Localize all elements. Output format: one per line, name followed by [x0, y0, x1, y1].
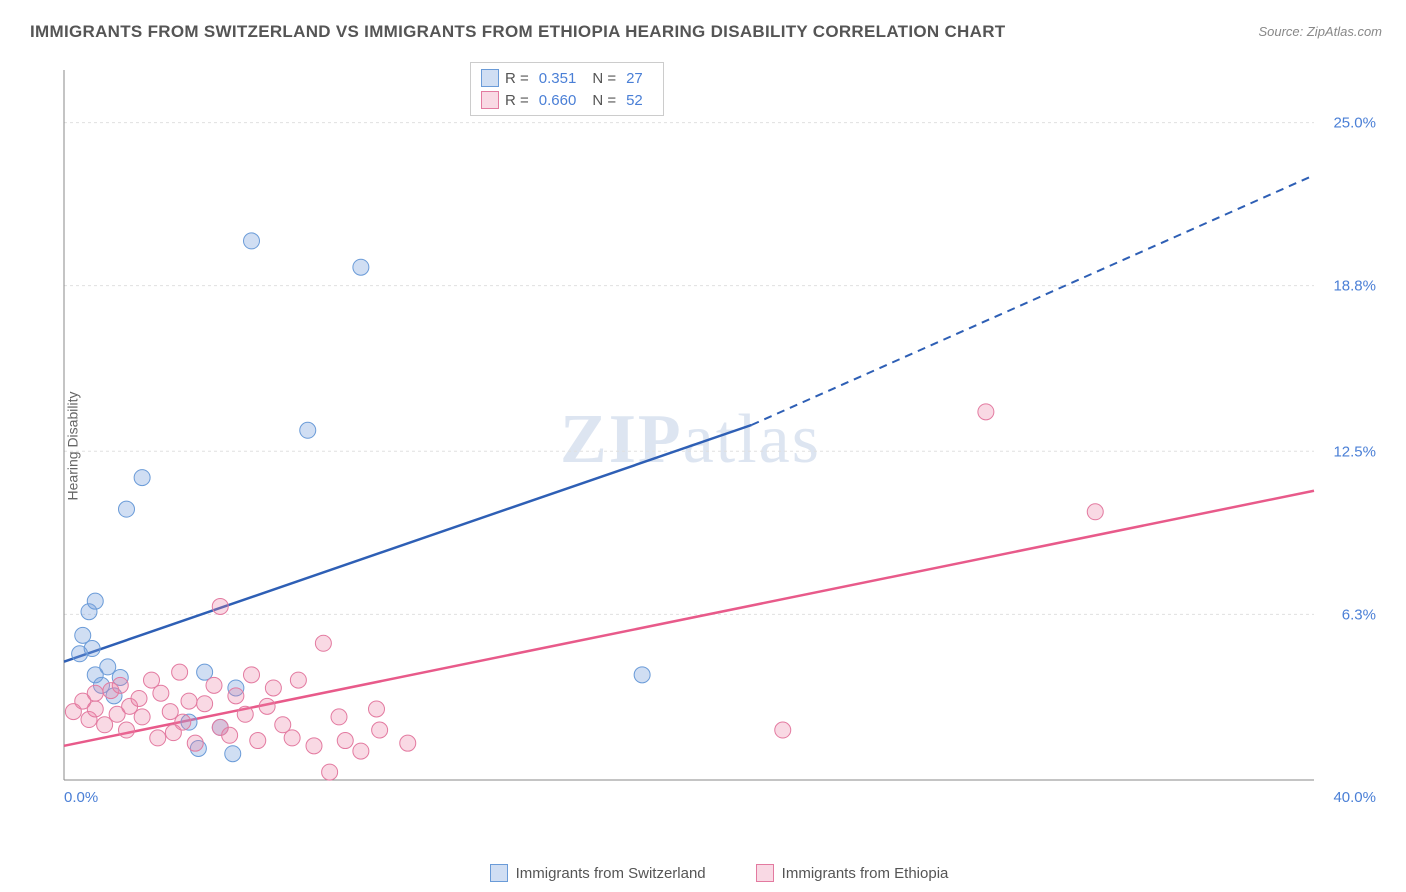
svg-text:12.5%: 12.5%	[1333, 443, 1376, 460]
legend-swatch	[481, 69, 499, 87]
legend-swatch	[756, 864, 774, 882]
legend-label: Immigrants from Ethiopia	[782, 865, 949, 882]
legend-label: Immigrants from Switzerland	[516, 865, 706, 882]
stats-legend: R =0.351N =27R =0.660N =52	[470, 62, 664, 116]
svg-text:6.3%: 6.3%	[1342, 606, 1376, 623]
bottom-legend: Immigrants from Switzerland Immigrants fr…	[54, 864, 1384, 882]
page-title: IMMIGRANTS FROM SWITZERLAND VS IMMIGRANT…	[30, 22, 1005, 42]
legend-swatch	[490, 864, 508, 882]
svg-text:0.0%: 0.0%	[64, 789, 98, 806]
svg-text:40.0%: 40.0%	[1333, 789, 1376, 806]
svg-text:18.8%: 18.8%	[1333, 278, 1376, 295]
scatter-chart: 6.3% 12.5% 18.8% 25.0% 0.0% 40.0%	[54, 60, 1384, 820]
source-attribution: Source: ZipAtlas.com	[1258, 24, 1382, 39]
bottom-legend-item: Immigrants from Ethiopia	[756, 864, 949, 882]
stats-legend-row: R =0.660N =52	[481, 89, 653, 111]
svg-text:25.0%: 25.0%	[1333, 115, 1376, 132]
legend-swatch	[481, 91, 499, 109]
bottom-legend-item: Immigrants from Switzerland	[490, 864, 706, 882]
stats-legend-row: R =0.351N =27	[481, 67, 653, 89]
